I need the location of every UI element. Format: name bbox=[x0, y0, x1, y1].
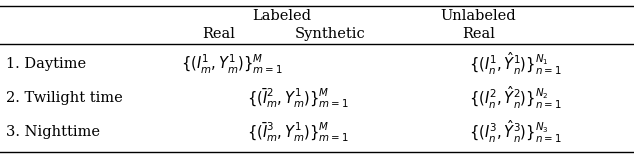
Text: $\{(\bar{I}^3_m, Y^1_m)\}^M_{m=1}$: $\{(\bar{I}^3_m, Y^1_m)\}^M_{m=1}$ bbox=[247, 120, 349, 144]
Text: Labeled: Labeled bbox=[252, 9, 312, 23]
Text: $\{(I^3_n, \hat{Y}^3_n)\}^{N_3}_{n=1}$: $\{(I^3_n, \hat{Y}^3_n)\}^{N_3}_{n=1}$ bbox=[469, 119, 562, 145]
Text: 3. Nighttime: 3. Nighttime bbox=[6, 125, 100, 139]
Text: $\{(I^1_m, Y^1_m)\}^M_{m=1}$: $\{(I^1_m, Y^1_m)\}^M_{m=1}$ bbox=[181, 52, 283, 76]
Text: 2. Twilight time: 2. Twilight time bbox=[6, 91, 123, 105]
Text: Real: Real bbox=[202, 27, 235, 41]
Text: Real: Real bbox=[462, 27, 495, 41]
Text: Unlabeled: Unlabeled bbox=[441, 9, 517, 23]
Text: $\{(\bar{I}^2_m, Y^1_m)\}^M_{m=1}$: $\{(\bar{I}^2_m, Y^1_m)\}^M_{m=1}$ bbox=[247, 86, 349, 110]
Text: 1. Daytime: 1. Daytime bbox=[6, 57, 86, 71]
Text: $\{(I^2_n, \hat{Y}^2_n)\}^{N_2}_{n=1}$: $\{(I^2_n, \hat{Y}^2_n)\}^{N_2}_{n=1}$ bbox=[469, 85, 562, 111]
Text: $\{(I^1_n, \hat{Y}^1_n)\}^{N_1}_{n=1}$: $\{(I^1_n, \hat{Y}^1_n)\}^{N_1}_{n=1}$ bbox=[469, 51, 562, 77]
Text: Synthetic: Synthetic bbox=[294, 27, 365, 41]
